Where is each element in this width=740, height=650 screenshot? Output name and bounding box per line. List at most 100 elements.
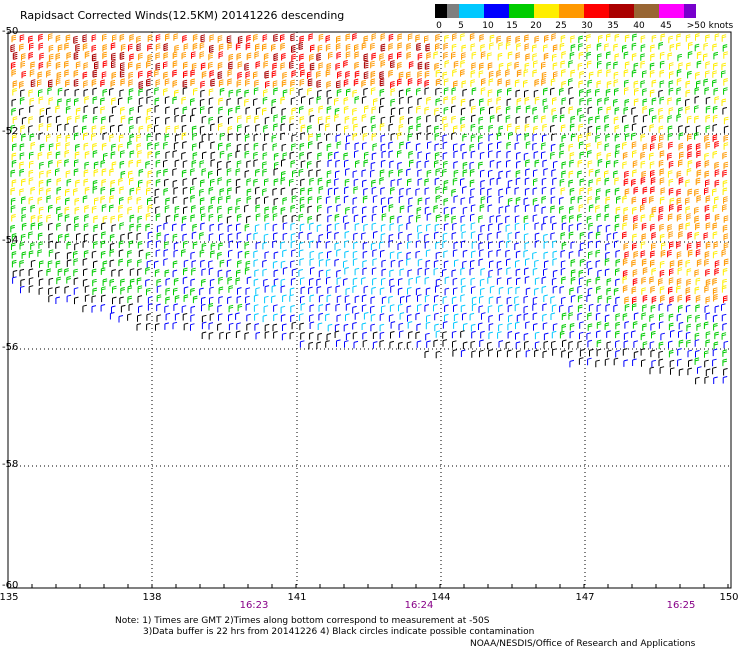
wind-barb <box>606 295 612 304</box>
wind-barb <box>20 278 25 287</box>
wind-barb <box>147 240 153 248</box>
wind-barb <box>496 35 502 44</box>
wind-barb <box>164 241 169 249</box>
wind-barb <box>65 188 70 197</box>
wind-barb <box>722 358 728 367</box>
wind-barb <box>496 277 502 285</box>
wind-barb <box>703 78 709 87</box>
wind-barb <box>246 196 252 204</box>
wind-barb <box>533 60 538 68</box>
wind-barb <box>344 295 350 303</box>
wind-barb <box>336 314 342 322</box>
wind-barb <box>226 178 232 187</box>
wind-barb <box>345 43 351 52</box>
wind-barb <box>352 305 357 314</box>
wind-barb <box>568 106 574 114</box>
wind-barb <box>110 151 116 159</box>
wind-barb <box>165 215 171 223</box>
wind-barb <box>417 258 423 267</box>
wind-barb <box>39 115 45 123</box>
wind-barb <box>559 304 564 313</box>
wind-barb <box>192 295 198 304</box>
wind-barb <box>264 222 270 231</box>
wind-barb <box>559 330 565 339</box>
wind-barb <box>705 213 711 221</box>
wind-barb <box>712 70 717 78</box>
wind-barb <box>713 341 719 349</box>
wind-barb <box>129 278 135 287</box>
wind-barb <box>667 133 673 141</box>
wind-barb <box>397 42 403 50</box>
wind-barb <box>363 60 369 69</box>
wind-barb <box>406 341 412 349</box>
wind-barb <box>516 133 522 142</box>
wind-barb <box>532 69 538 77</box>
wind-barb <box>165 125 171 134</box>
wind-barb <box>227 126 233 134</box>
wind-barb <box>470 79 476 87</box>
wind-barb <box>19 143 25 151</box>
wind-barb <box>632 33 637 42</box>
wind-barb <box>505 205 510 213</box>
wind-barb <box>281 332 287 341</box>
wind-barb <box>712 43 717 51</box>
wind-barb <box>667 249 672 258</box>
wind-barb <box>435 114 441 122</box>
wind-barb <box>605 188 611 197</box>
wind-barb <box>336 51 342 60</box>
wind-barb <box>39 52 44 61</box>
wind-barb <box>336 277 342 285</box>
wind-barb <box>408 277 414 286</box>
wind-barb <box>399 107 404 115</box>
wind-barb <box>406 71 411 79</box>
wind-barb <box>515 286 521 295</box>
wind-barb <box>534 259 539 268</box>
wind-barb <box>255 213 261 221</box>
wind-barb <box>353 241 358 250</box>
wind-barb <box>623 207 629 215</box>
wind-barb <box>478 215 483 223</box>
wind-barb <box>316 96 322 104</box>
wind-barb <box>506 258 511 266</box>
wind-barb <box>361 215 367 223</box>
wind-barb <box>514 303 520 312</box>
wind-barb <box>237 35 243 44</box>
wind-barb <box>244 241 250 250</box>
wind-barb <box>210 178 215 187</box>
wind-barb <box>703 232 709 240</box>
wind-barb <box>469 267 475 276</box>
wind-barb <box>273 152 279 161</box>
wind-barb <box>183 70 188 78</box>
wind-barb <box>696 80 701 88</box>
wind-barb <box>254 79 259 88</box>
wind-barb <box>381 259 387 268</box>
wind-barb <box>534 35 540 44</box>
wind-barb <box>208 133 214 141</box>
wind-barb <box>191 62 197 71</box>
wind-barb <box>362 339 368 348</box>
wind-barb <box>300 295 305 304</box>
wind-barb <box>578 51 584 60</box>
wind-barb <box>712 124 718 132</box>
wind-barb <box>280 207 286 215</box>
wind-barb <box>649 213 655 221</box>
wind-barb <box>317 332 323 341</box>
wind-barb <box>92 186 98 194</box>
wind-barb <box>192 177 197 186</box>
wind-barb <box>146 88 152 97</box>
wind-barb <box>226 269 232 278</box>
wind-barb <box>489 34 495 43</box>
wind-barb <box>622 161 627 169</box>
wind-barb <box>714 141 719 149</box>
wind-barb <box>228 89 234 98</box>
wind-barb <box>452 33 457 41</box>
wind-barb <box>291 44 296 53</box>
wind-barb <box>694 96 700 104</box>
wind-barb <box>515 260 520 268</box>
wind-barb <box>561 161 567 169</box>
wind-barb <box>317 141 323 150</box>
wind-barb <box>191 160 197 168</box>
wind-barb <box>246 178 252 186</box>
wind-barb <box>372 331 378 339</box>
wind-barb <box>163 88 168 96</box>
